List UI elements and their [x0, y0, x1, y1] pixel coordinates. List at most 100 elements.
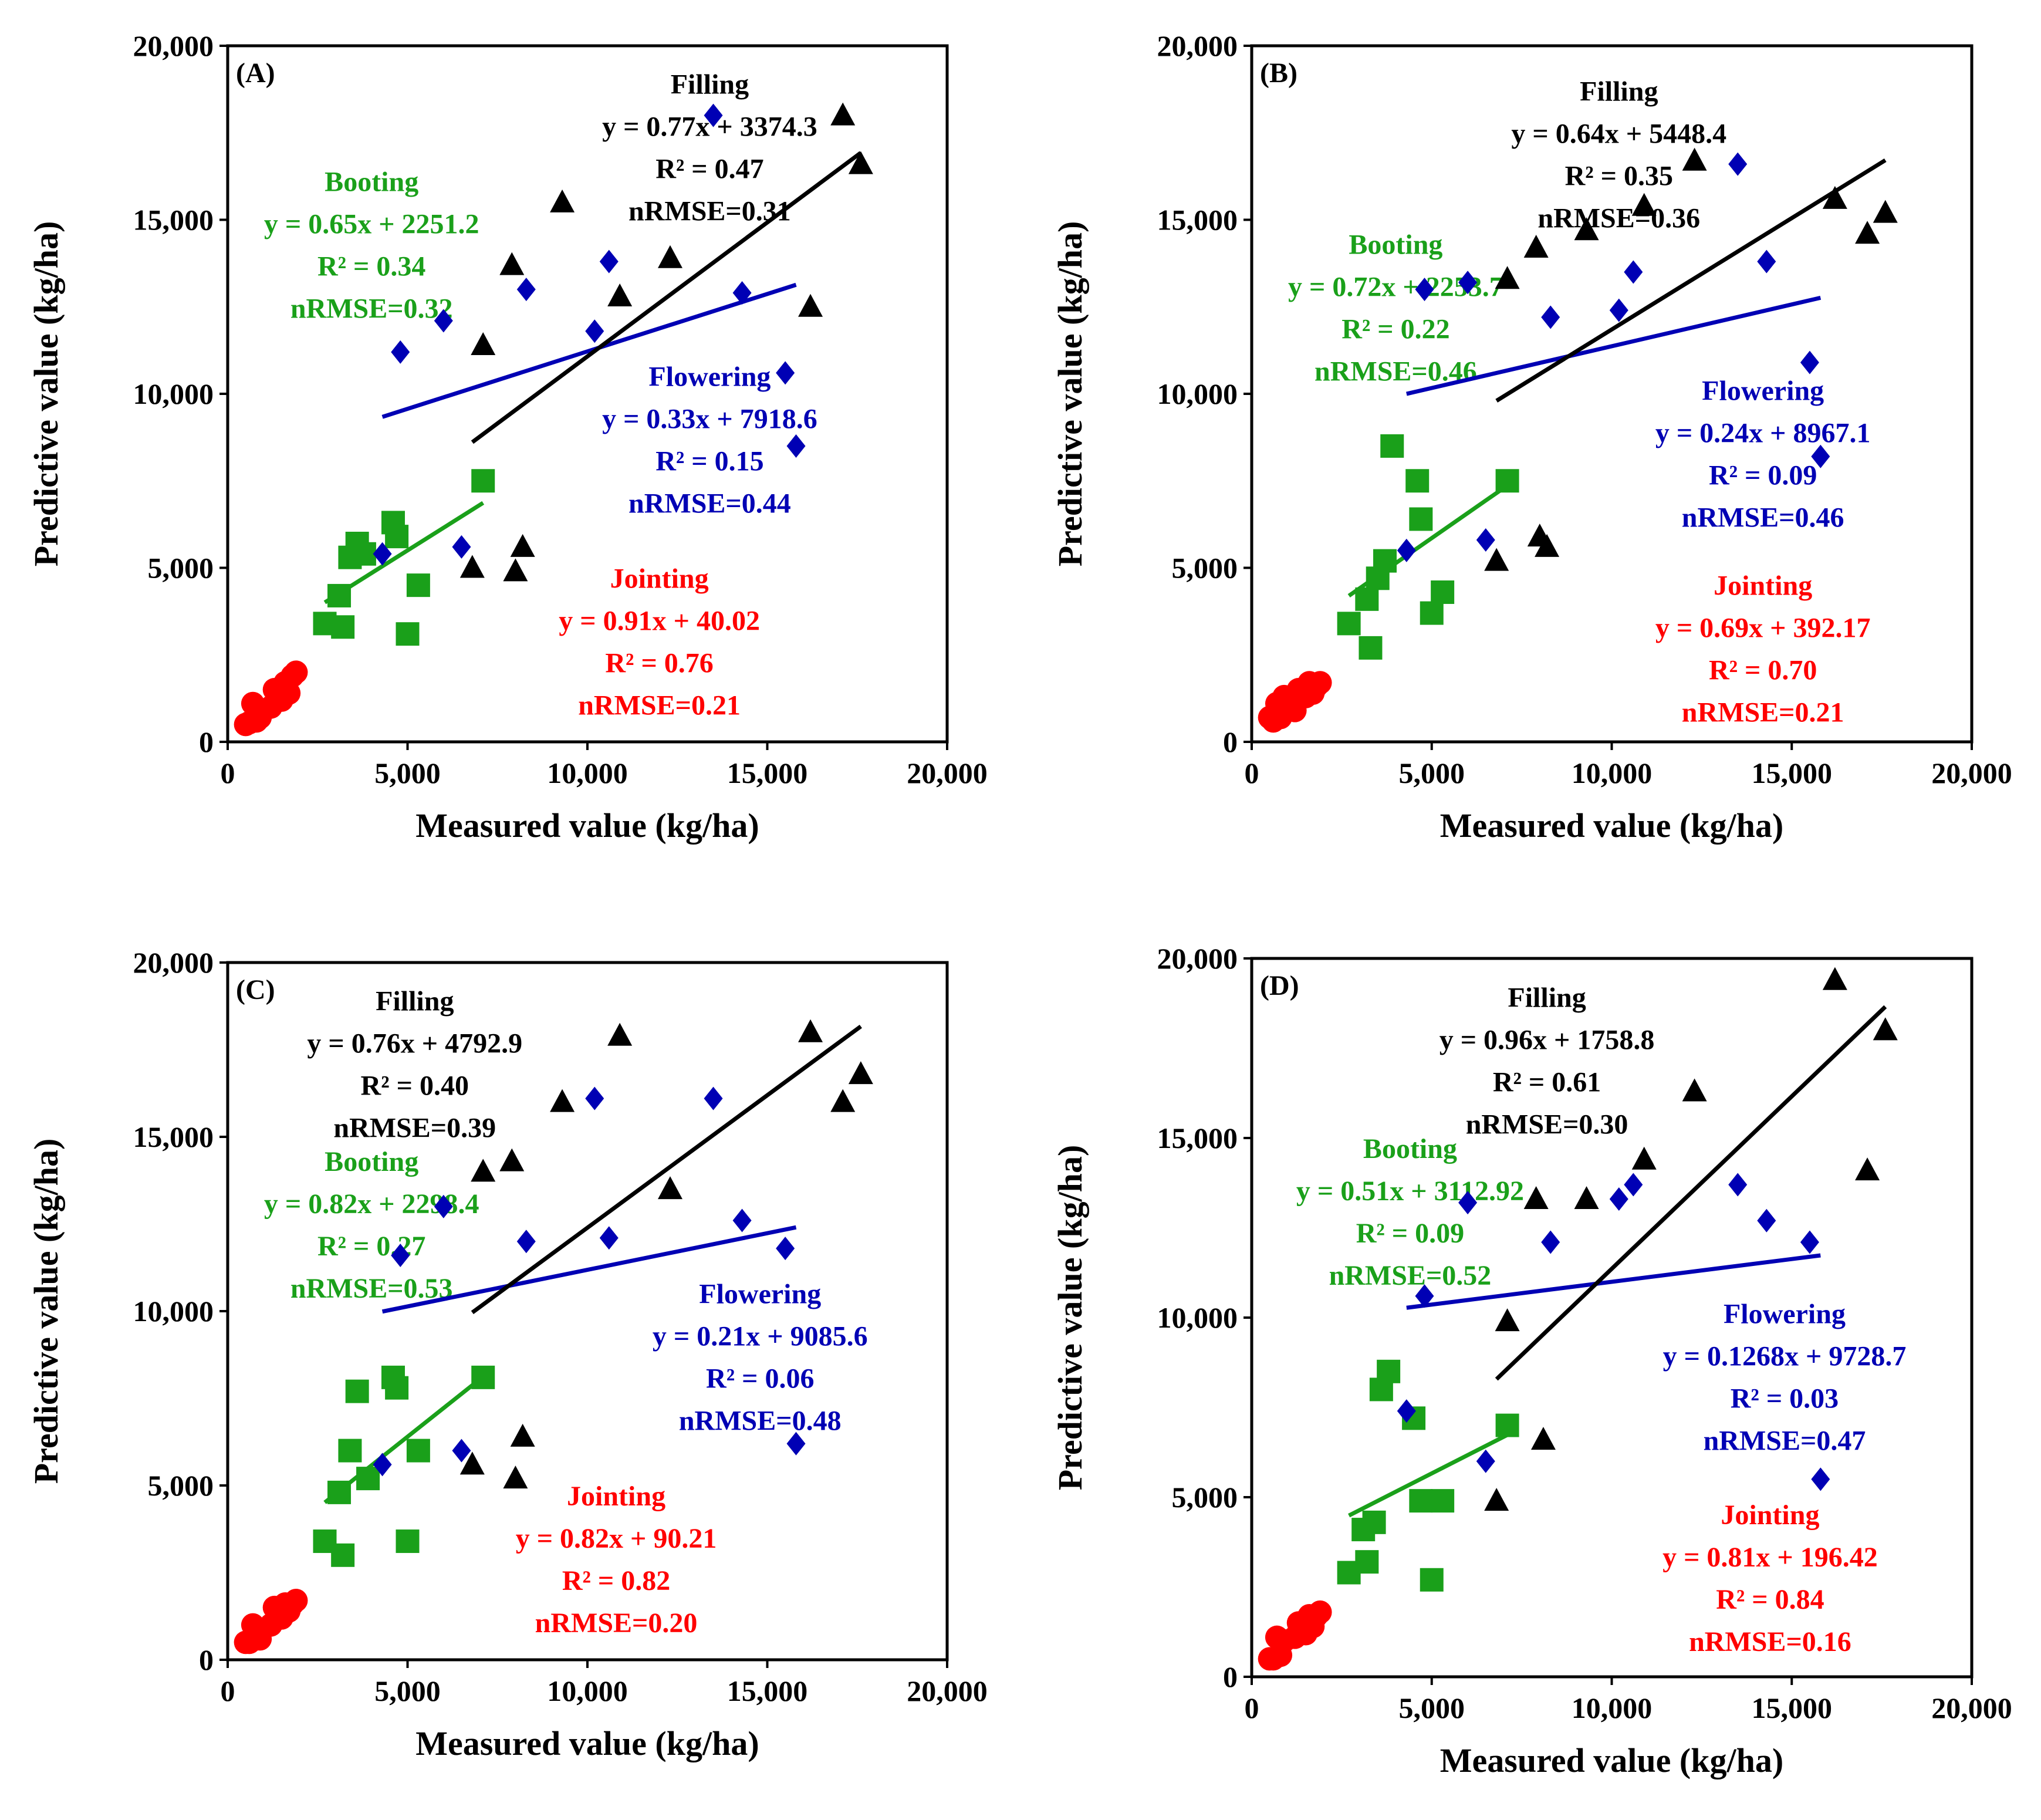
x-axis-title: Measured value (kg/ha) — [1440, 806, 1783, 845]
y-axis-title: Predictive value (kg/ha) — [27, 1139, 65, 1484]
point-flowering — [434, 1194, 453, 1218]
x-tick-label: 5,000 — [1399, 757, 1465, 789]
series-jointing: Jointing y = 0.81x + 196.42 R² = 0.84 nRMSE… — [1258, 1500, 1878, 1671]
point-booting — [406, 1439, 430, 1463]
fit-line-filling — [471, 151, 862, 444]
point-booting — [1380, 434, 1404, 458]
point-flowering — [452, 1439, 471, 1463]
annotation-jointing: nRMSE=0.21 — [1682, 697, 1844, 728]
point-filling — [1682, 147, 1707, 171]
annotation-jointing: y = 0.69x + 392.17 — [1655, 613, 1871, 644]
series-filling: Filling y = 0.76x + 4792.9 R² = 0.40 nRMSE=… — [307, 986, 873, 1489]
y-axis-title: Predictive value (kg/ha) — [1051, 221, 1089, 567]
y-tick-label: 5,000 — [148, 1469, 214, 1502]
point-filling — [1495, 1308, 1520, 1332]
series-filling: Filling y = 0.64x + 5448.4 R² = 0.35 nRMSE=… — [1484, 76, 1898, 571]
annotation-flowering: Flowering — [1702, 375, 1824, 406]
y-tick-label: 10,000 — [1157, 1301, 1238, 1334]
point-filling — [1631, 193, 1657, 216]
point-filling — [1631, 1146, 1657, 1170]
panel-c: 00 5,000 5,000 10,000 10,000 15,000 15,000 20,0… — [27, 946, 988, 1762]
point-booting — [1420, 1568, 1444, 1592]
point-flowering — [1728, 1173, 1748, 1197]
point-flowering — [1757, 249, 1776, 273]
point-flowering — [1609, 298, 1628, 322]
point-filling — [607, 283, 633, 306]
y-tick-label: 20,000 — [1157, 29, 1238, 62]
annotation-jointing: nRMSE=0.21 — [578, 690, 741, 721]
y-tick-label: 0 — [199, 1643, 214, 1676]
point-flowering — [732, 1208, 752, 1233]
annotation-jointing: y = 0.81x + 196.42 — [1662, 1542, 1878, 1573]
series-jointing: Jointing y = 0.69x + 392.17 R² = 0.70 nRMSE… — [1258, 570, 1871, 733]
y-tick-label: 15,000 — [1157, 204, 1238, 237]
annotation-filling: nRMSE=0.30 — [1466, 1109, 1628, 1140]
point-flowering — [391, 340, 410, 364]
panel-label: (A) — [236, 58, 275, 89]
fit-line-flowering — [381, 1225, 797, 1314]
y-tick-label: 5,000 — [148, 552, 214, 585]
series-filling: Filling y = 0.77x + 3374.3 R² = 0.47 nRMSE=… — [459, 69, 873, 582]
point-filling — [471, 1159, 496, 1182]
point-flowering — [786, 1431, 806, 1456]
x-tick-label: 20,000 — [1931, 757, 2012, 789]
fit-line-flowering — [1406, 295, 1822, 396]
fit-line-filling — [1495, 158, 1887, 403]
annotation-booting: Booting — [1349, 229, 1442, 260]
x-tick-label: 20,000 — [907, 757, 988, 789]
point-flowering — [1476, 1449, 1495, 1473]
annotation-flowering: Flowering — [1724, 1298, 1846, 1329]
point-flowering — [585, 1086, 604, 1110]
point-filling — [1574, 217, 1599, 241]
annotation-flowering: nRMSE=0.47 — [1704, 1425, 1866, 1456]
point-booting — [385, 525, 409, 549]
panel-b: 00 5,000 5,000 10,000 10,000 15,000 15,000 20,0… — [1051, 29, 2012, 845]
point-booting — [1355, 587, 1379, 611]
point-flowering — [1458, 271, 1478, 295]
point-filling — [657, 1176, 682, 1200]
series-flowering: Flowering y = 0.24x + 8967.1 R² = 0.09 nRMS… — [1397, 152, 1871, 562]
x-axis-title: Measured value (kg/ha) — [1440, 1741, 1783, 1780]
x-axis-title: Measured value (kg/ha) — [415, 1724, 759, 1762]
annotation-filling: Filling — [1508, 982, 1586, 1014]
point-filling — [510, 533, 535, 557]
fit-line-booting — [1348, 1433, 1509, 1518]
annotation-flowering: nRMSE=0.44 — [628, 488, 791, 519]
point-filling — [503, 558, 528, 582]
point-booting — [345, 1379, 369, 1403]
point-flowering — [516, 1230, 536, 1254]
point-booting — [385, 1376, 409, 1400]
point-flowering — [1728, 152, 1748, 176]
point-booting — [396, 622, 420, 646]
point-jointing — [284, 660, 308, 684]
annotation-booting: y = 0.65x + 2251.2 — [264, 209, 479, 240]
point-filling — [1855, 1157, 1880, 1181]
point-filling — [510, 1423, 535, 1447]
fit-line-booting — [323, 1375, 485, 1504]
annotation-jointing: Jointing — [567, 1481, 665, 1512]
annotation-filling: R² = 0.35 — [1565, 160, 1673, 191]
x-tick-label: 5,000 — [374, 1674, 441, 1707]
point-filling — [1822, 185, 1847, 209]
point-flowering — [373, 542, 392, 566]
panel-label: (D) — [1260, 970, 1299, 1001]
series-jointing: Jointing y = 0.91x + 40.02 R² = 0.76 nRMSE=… — [234, 563, 760, 737]
point-booting — [327, 583, 352, 607]
point-booting — [1409, 1489, 1433, 1513]
point-filling — [1530, 1427, 1556, 1450]
x-tick-label: 0 — [1245, 757, 1259, 789]
point-filling — [499, 252, 525, 275]
panel-label: (B) — [1260, 58, 1297, 89]
annotation-flowering: R² = 0.03 — [1731, 1383, 1839, 1414]
y-tick-label: 20,000 — [133, 946, 214, 979]
annotation-jointing: y = 0.82x + 90.21 — [516, 1523, 717, 1554]
point-filling — [550, 1089, 575, 1112]
annotation-booting: Booting — [325, 167, 418, 198]
series-booting: Booting y = 0.51x + 3112.92 R² = 0.09 nRMSE… — [1296, 1133, 1524, 1592]
point-flowering — [704, 1086, 723, 1110]
annotation-filling: Filling — [671, 69, 749, 100]
fit-line-flowering — [381, 282, 797, 419]
point-flowering — [1811, 1467, 1830, 1491]
point-filling — [830, 1089, 856, 1112]
